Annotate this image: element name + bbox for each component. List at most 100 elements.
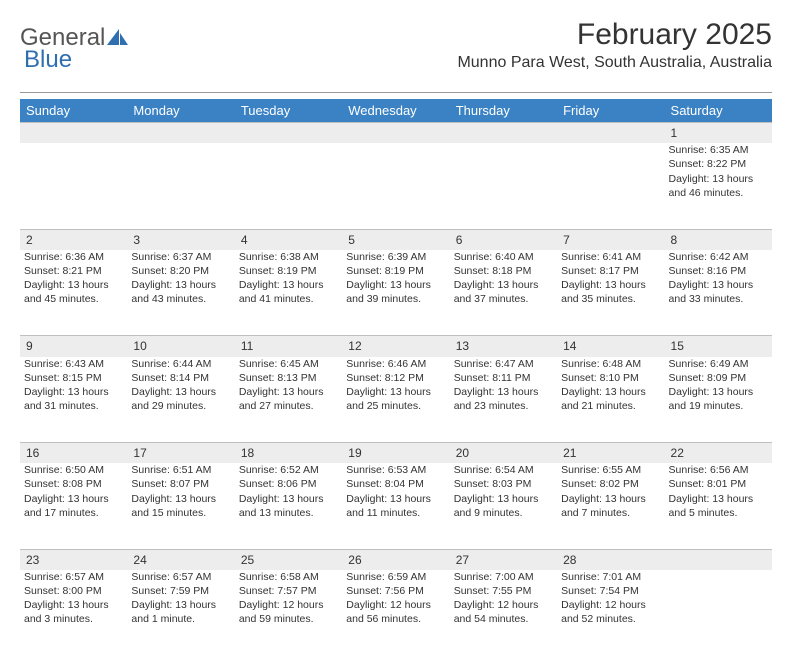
calendar-body: 1Sunrise: 6:35 AMSunset: 8:22 PMDaylight… <box>20 123 772 656</box>
weekday-header: Friday <box>557 99 664 123</box>
day-cell: Sunrise: 6:43 AMSunset: 8:15 PMDaylight:… <box>20 357 127 443</box>
day-cell-line: Sunrise: 7:00 AM <box>454 570 553 584</box>
day-number: 21 <box>557 443 664 464</box>
day-cell: Sunrise: 6:36 AMSunset: 8:21 PMDaylight:… <box>20 250 127 336</box>
day-cell-line: Daylight: 13 hours and 3 minutes. <box>24 598 123 626</box>
day-cell-line: Sunrise: 6:40 AM <box>454 250 553 264</box>
day-cell-line: Daylight: 13 hours and 31 minutes. <box>24 385 123 413</box>
day-cell-line: Sunset: 8:22 PM <box>669 157 768 171</box>
header: General February 2025 Munno Para West, S… <box>20 18 772 72</box>
day-cell: Sunrise: 6:45 AMSunset: 8:13 PMDaylight:… <box>235 357 342 443</box>
weekday-header: Saturday <box>665 99 772 123</box>
day-cell-line: Sunrise: 6:56 AM <box>669 463 768 477</box>
day-cell-line: Sunrise: 6:42 AM <box>669 250 768 264</box>
day-cell-line: Daylight: 13 hours and 1 minute. <box>131 598 230 626</box>
weekday-header-row: Sunday Monday Tuesday Wednesday Thursday… <box>20 99 772 123</box>
day-cell-line: Daylight: 13 hours and 23 minutes. <box>454 385 553 413</box>
day-number: 14 <box>557 336 664 357</box>
day-cell-line: Sunset: 8:10 PM <box>561 371 660 385</box>
day-cell: Sunrise: 6:59 AMSunset: 7:56 PMDaylight:… <box>342 570 449 656</box>
day-content-row: Sunrise: 6:50 AMSunset: 8:08 PMDaylight:… <box>20 463 772 549</box>
day-cell-line: Sunrise: 6:50 AM <box>24 463 123 477</box>
day-cell-line: Daylight: 12 hours and 54 minutes. <box>454 598 553 626</box>
day-cell-line: Sunset: 8:02 PM <box>561 477 660 491</box>
day-cell-line: Daylight: 13 hours and 25 minutes. <box>346 385 445 413</box>
day-cell-line: Sunrise: 6:36 AM <box>24 250 123 264</box>
calendar-table: Sunday Monday Tuesday Wednesday Thursday… <box>20 99 772 656</box>
day-cell-line: Sunset: 7:59 PM <box>131 584 230 598</box>
day-cell: Sunrise: 6:44 AMSunset: 8:14 PMDaylight:… <box>127 357 234 443</box>
day-number: 17 <box>127 443 234 464</box>
day-number: 23 <box>20 549 127 570</box>
day-cell-line: Sunset: 8:17 PM <box>561 264 660 278</box>
day-cell: Sunrise: 6:40 AMSunset: 8:18 PMDaylight:… <box>450 250 557 336</box>
day-cell-line: Sunrise: 6:43 AM <box>24 357 123 371</box>
day-cell: Sunrise: 6:56 AMSunset: 8:01 PMDaylight:… <box>665 463 772 549</box>
day-number: 22 <box>665 443 772 464</box>
day-number: 7 <box>557 229 664 250</box>
day-number: 18 <box>235 443 342 464</box>
day-cell: Sunrise: 6:58 AMSunset: 7:57 PMDaylight:… <box>235 570 342 656</box>
day-cell: Sunrise: 6:57 AMSunset: 7:59 PMDaylight:… <box>127 570 234 656</box>
day-cell-line: Daylight: 13 hours and 5 minutes. <box>669 492 768 520</box>
day-number: 3 <box>127 229 234 250</box>
day-cell-line: Sunrise: 6:51 AM <box>131 463 230 477</box>
day-cell-line: Daylight: 13 hours and 11 minutes. <box>346 492 445 520</box>
day-cell <box>342 143 449 229</box>
day-cell: Sunrise: 6:50 AMSunset: 8:08 PMDaylight:… <box>20 463 127 549</box>
day-cell: Sunrise: 6:39 AMSunset: 8:19 PMDaylight:… <box>342 250 449 336</box>
day-cell-line: Sunset: 8:03 PM <box>454 477 553 491</box>
day-cell: Sunrise: 6:47 AMSunset: 8:11 PMDaylight:… <box>450 357 557 443</box>
day-cell: Sunrise: 6:53 AMSunset: 8:04 PMDaylight:… <box>342 463 449 549</box>
day-cell-line: Sunset: 8:19 PM <box>346 264 445 278</box>
day-cell-line: Daylight: 13 hours and 17 minutes. <box>24 492 123 520</box>
day-number: 11 <box>235 336 342 357</box>
day-cell-line: Sunset: 8:06 PM <box>239 477 338 491</box>
header-rule <box>20 92 772 93</box>
day-cell: Sunrise: 6:52 AMSunset: 8:06 PMDaylight:… <box>235 463 342 549</box>
day-cell-line: Daylight: 13 hours and 45 minutes. <box>24 278 123 306</box>
day-cell-line: Sunrise: 6:57 AM <box>24 570 123 584</box>
day-number: 15 <box>665 336 772 357</box>
day-cell-line: Daylight: 13 hours and 19 minutes. <box>669 385 768 413</box>
day-cell-line: Daylight: 13 hours and 33 minutes. <box>669 278 768 306</box>
day-content-row: Sunrise: 6:43 AMSunset: 8:15 PMDaylight:… <box>20 357 772 443</box>
day-cell-line: Sunrise: 6:49 AM <box>669 357 768 371</box>
day-cell-line: Sunset: 8:19 PM <box>239 264 338 278</box>
day-number: 10 <box>127 336 234 357</box>
day-content-row: Sunrise: 6:35 AMSunset: 8:22 PMDaylight:… <box>20 143 772 229</box>
day-cell-line: Sunrise: 6:48 AM <box>561 357 660 371</box>
day-number-row: 9101112131415 <box>20 336 772 357</box>
location-subtitle: Munno Para West, South Australia, Austra… <box>457 54 772 72</box>
day-cell-line: Daylight: 13 hours and 43 minutes. <box>131 278 230 306</box>
logo-sail-icon <box>107 29 129 47</box>
weekday-header: Tuesday <box>235 99 342 123</box>
day-cell-line: Daylight: 13 hours and 21 minutes. <box>561 385 660 413</box>
day-number: 28 <box>557 549 664 570</box>
day-number <box>557 123 664 144</box>
logo-word-2: Blue <box>24 46 72 74</box>
day-number: 1 <box>665 123 772 144</box>
day-cell-line: Sunset: 8:11 PM <box>454 371 553 385</box>
day-cell-line: Sunset: 8:18 PM <box>454 264 553 278</box>
day-content-row: Sunrise: 6:57 AMSunset: 8:00 PMDaylight:… <box>20 570 772 656</box>
day-cell-line: Sunrise: 6:38 AM <box>239 250 338 264</box>
day-number: 12 <box>342 336 449 357</box>
day-cell-line: Sunset: 7:57 PM <box>239 584 338 598</box>
day-number-row: 232425262728 <box>20 549 772 570</box>
month-title: February 2025 <box>457 18 772 52</box>
day-cell-line: Sunrise: 7:01 AM <box>561 570 660 584</box>
day-cell: Sunrise: 6:49 AMSunset: 8:09 PMDaylight:… <box>665 357 772 443</box>
day-cell-line: Sunset: 8:20 PM <box>131 264 230 278</box>
day-cell-line: Daylight: 13 hours and 27 minutes. <box>239 385 338 413</box>
day-cell-line: Sunrise: 6:45 AM <box>239 357 338 371</box>
day-cell-line: Sunset: 8:04 PM <box>346 477 445 491</box>
day-number: 20 <box>450 443 557 464</box>
day-cell-line: Sunset: 8:21 PM <box>24 264 123 278</box>
title-block: February 2025 Munno Para West, South Aus… <box>457 18 772 72</box>
day-cell: Sunrise: 6:35 AMSunset: 8:22 PMDaylight:… <box>665 143 772 229</box>
day-cell-line: Daylight: 13 hours and 9 minutes. <box>454 492 553 520</box>
day-number-row: 2345678 <box>20 229 772 250</box>
day-cell: Sunrise: 6:46 AMSunset: 8:12 PMDaylight:… <box>342 357 449 443</box>
day-number: 16 <box>20 443 127 464</box>
